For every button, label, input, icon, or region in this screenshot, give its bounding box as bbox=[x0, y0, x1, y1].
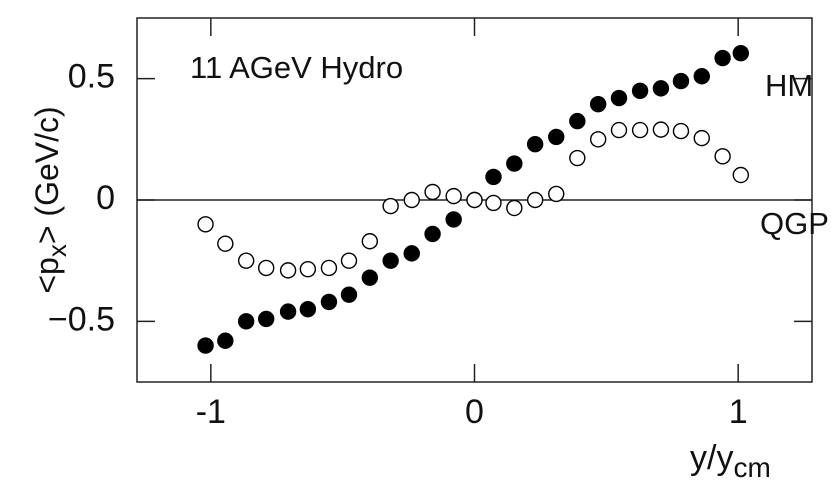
y-label-after: > (GeV/c) bbox=[29, 106, 65, 244]
filled-point bbox=[610, 89, 628, 107]
open-point bbox=[299, 260, 317, 278]
open-point bbox=[631, 121, 649, 139]
open-point bbox=[197, 216, 214, 233]
filled-point bbox=[589, 95, 607, 113]
open-point bbox=[569, 149, 586, 167]
open-point bbox=[382, 197, 399, 215]
filled-point bbox=[382, 252, 399, 269]
y-axis-label: <px> (GeV/c) bbox=[29, 106, 71, 293]
y-tick-label: 0.5 bbox=[68, 58, 115, 96]
y-tick-label: −0.5 bbox=[48, 300, 115, 338]
x-tick-label: 0 bbox=[465, 393, 484, 431]
filled-point bbox=[403, 245, 420, 262]
filled-point bbox=[548, 128, 565, 146]
series-label: HM bbox=[765, 68, 813, 103]
open-point bbox=[610, 121, 628, 139]
filled-point bbox=[672, 72, 690, 90]
open-point bbox=[485, 194, 502, 212]
filled-point bbox=[652, 80, 670, 97]
open-point bbox=[424, 183, 441, 201]
open-point bbox=[237, 252, 255, 269]
filled-point bbox=[732, 44, 750, 62]
filled-point bbox=[526, 135, 544, 153]
open-point bbox=[445, 187, 462, 205]
filled-point bbox=[320, 293, 338, 311]
y-label-sub: x bbox=[42, 244, 72, 257]
filled-point bbox=[340, 286, 358, 303]
annotation: 11 AGeV Hydro bbox=[190, 50, 403, 85]
open-point bbox=[466, 191, 483, 209]
open-point bbox=[693, 129, 710, 147]
filled-point bbox=[506, 155, 523, 172]
x-tick-label: 1 bbox=[729, 393, 748, 431]
y-label-before: <p bbox=[29, 257, 65, 293]
filled-point bbox=[631, 82, 649, 100]
open-point bbox=[217, 235, 234, 252]
x-label-main: y/y bbox=[690, 439, 733, 477]
filled-point bbox=[485, 168, 502, 186]
series-label: QGP bbox=[760, 206, 829, 241]
open-point bbox=[714, 148, 731, 165]
x-axis-label: y/ycm bbox=[690, 439, 771, 483]
open-point bbox=[340, 252, 358, 269]
open-point bbox=[589, 131, 607, 148]
open-point bbox=[506, 199, 523, 217]
filled-point bbox=[299, 301, 317, 318]
x-tick-label: -1 bbox=[196, 393, 226, 431]
open-point bbox=[361, 233, 379, 250]
open-point bbox=[279, 262, 297, 279]
open-point bbox=[732, 166, 750, 184]
open-point bbox=[320, 259, 338, 277]
open-point bbox=[526, 191, 544, 209]
open-point bbox=[548, 185, 565, 203]
open-point bbox=[672, 122, 690, 140]
filled-point bbox=[257, 310, 275, 328]
filled-point bbox=[197, 337, 214, 354]
x-label-sub: cm bbox=[733, 452, 770, 483]
y-tick-label: 0 bbox=[96, 179, 115, 217]
filled-point bbox=[714, 49, 731, 67]
open-point bbox=[403, 191, 420, 209]
filled-point bbox=[445, 211, 462, 228]
filled-point bbox=[569, 112, 586, 130]
filled-point bbox=[279, 303, 297, 320]
filled-point bbox=[237, 313, 255, 330]
open-point bbox=[257, 259, 275, 277]
open-point bbox=[652, 121, 670, 138]
filled-point bbox=[217, 332, 234, 349]
filled-point bbox=[361, 269, 379, 286]
filled-point bbox=[693, 68, 710, 85]
filled-point bbox=[424, 225, 441, 243]
